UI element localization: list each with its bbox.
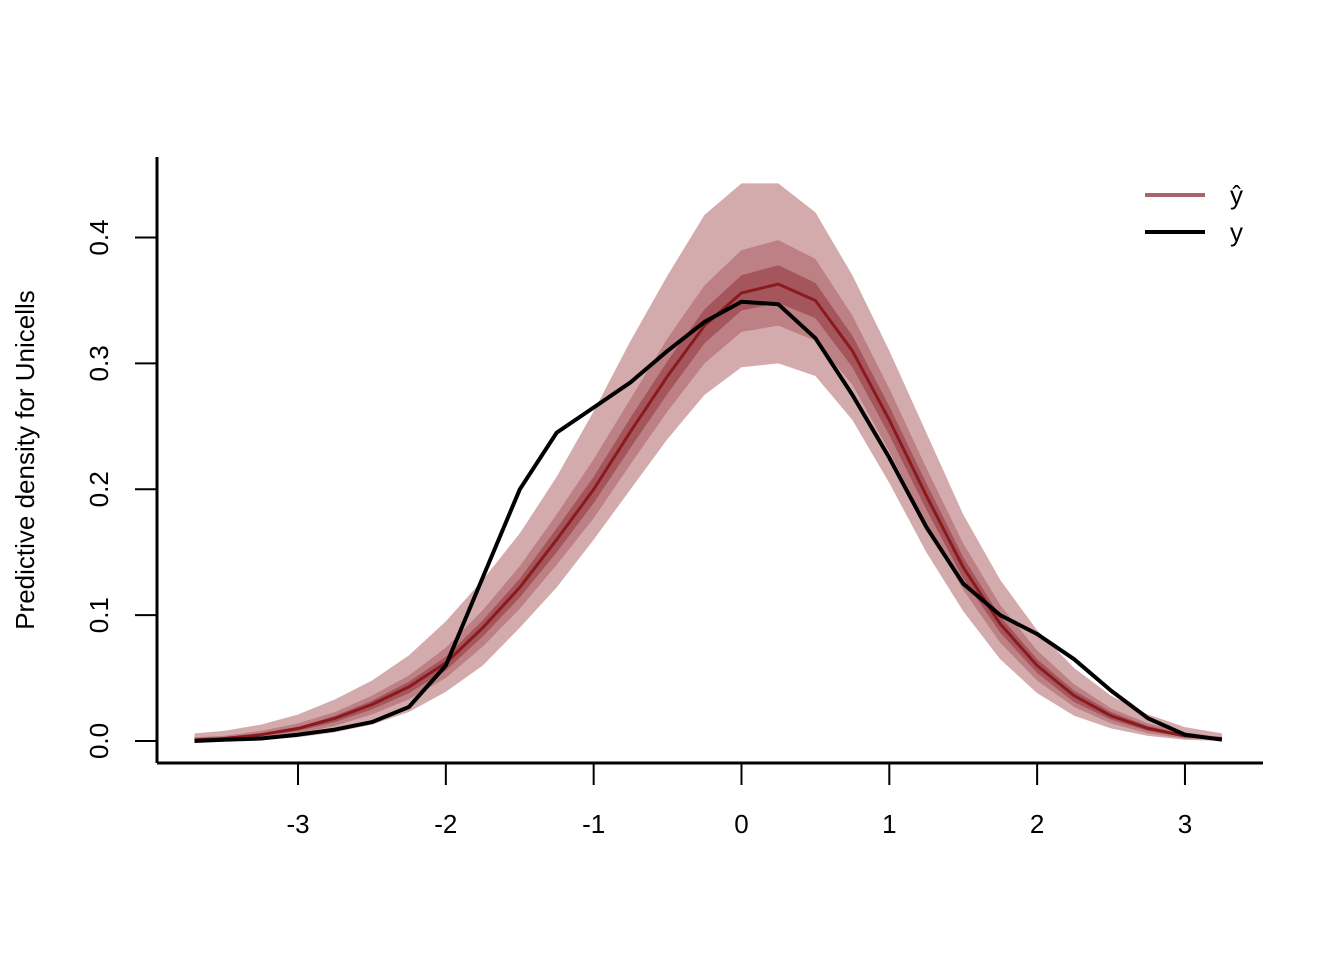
y-axis-label: Predictive density for Unicells	[10, 290, 40, 630]
interval-band	[194, 240, 1222, 741]
series-line	[194, 282, 1223, 742]
y-tick-label: 0.3	[84, 345, 114, 381]
x-tick-label: -1	[582, 809, 605, 839]
legend-label: y	[1230, 217, 1243, 247]
y-tick-label: 0.1	[84, 597, 114, 633]
y-tick-label: 0.4	[84, 219, 114, 255]
x-tick-label: -2	[434, 809, 457, 839]
x-tick-label: 0	[734, 809, 748, 839]
y-tick-label: 0.2	[84, 471, 114, 507]
x-tick-label: 1	[882, 809, 896, 839]
x-tick-label: 3	[1178, 809, 1192, 839]
x-tick-label: 2	[1030, 809, 1044, 839]
interval-band	[194, 183, 1222, 741]
series-line	[194, 299, 1223, 743]
x-tick-label: -3	[286, 809, 309, 839]
y-tick-label: 0.0	[84, 723, 114, 759]
legend-label: ŷ	[1230, 180, 1243, 210]
